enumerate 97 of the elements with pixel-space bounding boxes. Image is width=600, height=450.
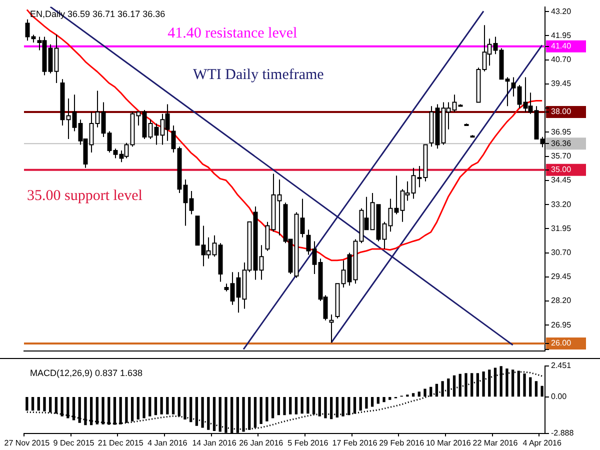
- bar: [178, 397, 180, 416]
- y-tick-label: 34.45: [551, 176, 572, 185]
- bar: [60, 397, 64, 416]
- y-tick-label: 38.00: [551, 107, 572, 116]
- x-tick-label: 5 Feb 2016: [288, 438, 329, 448]
- x-tick-label: 10 Mar 2016: [426, 438, 472, 448]
- y-tick-label: 31.95: [551, 224, 572, 233]
- bar: [142, 397, 146, 418]
- bar: [108, 397, 110, 425]
- annotation: WTI Daily timeframe: [193, 66, 324, 83]
- bar: [271, 397, 274, 418]
- x-tick-label: 21 Dec 2015: [98, 438, 144, 448]
- y-tick-label: 41.40: [551, 42, 572, 51]
- bar: [148, 397, 152, 416]
- bar: [365, 397, 368, 409]
- ref-line-label: 35.00 support level: [27, 188, 142, 204]
- bar: [318, 397, 321, 416]
- y-tick-label: -2.888: [551, 428, 574, 438]
- y-tick-label: 28.20: [551, 296, 572, 306]
- bar: [283, 397, 286, 416]
- bar: [190, 397, 192, 422]
- bar: [90, 397, 93, 426]
- bar: [418, 392, 420, 397]
- bar: [195, 397, 198, 426]
- bar: [43, 397, 46, 412]
- bar: [294, 397, 298, 414]
- bar: [119, 397, 122, 424]
- x-tick-label: 17 Feb 2016: [332, 438, 378, 448]
- x-tick-label: 14 Jan 2016: [192, 438, 237, 448]
- y-tick-label: 36.36: [551, 138, 572, 148]
- bar: [441, 381, 444, 397]
- bar: [359, 397, 362, 411]
- bar: [312, 397, 316, 414]
- bar: [96, 397, 99, 424]
- ref-line-label: 41.40 resistance level: [168, 25, 298, 42]
- bar: [289, 397, 292, 414]
- x-tick-label: 4 Jan 2016: [148, 438, 188, 448]
- y-tick-label: 40.70: [551, 55, 572, 64]
- bar: [72, 397, 76, 420]
- chart-title: MACD(12,26,9) 0.837 1.638: [30, 368, 143, 378]
- y-tick-label: 43.20: [551, 6, 572, 16]
- bar: [125, 397, 128, 423]
- bar: [458, 374, 462, 397]
- bar: [31, 397, 34, 411]
- x-tick-label: 22 Mar 2016: [472, 438, 518, 448]
- x-tick-label: 26 Jan 2016: [239, 438, 284, 448]
- x-tick-label: 9 Dec 2015: [53, 438, 95, 448]
- y-tick-label: 29.45: [551, 272, 572, 282]
- y-tick-label: 36.95: [551, 127, 572, 136]
- bar: [336, 397, 339, 418]
- y-tick-label: 39.45: [551, 79, 572, 88]
- bar: [54, 397, 58, 414]
- x-tick-label: 4 Apr 2016: [522, 438, 562, 448]
- bar: [324, 397, 327, 418]
- bar: [534, 381, 538, 397]
- bar: [113, 397, 116, 425]
- bar: [330, 397, 333, 420]
- y-tick-label: 2.451: [551, 361, 572, 370]
- bar: [388, 397, 392, 400]
- bar: [348, 397, 350, 416]
- bar: [300, 397, 304, 414]
- bar: [277, 397, 280, 416]
- bar: [78, 397, 81, 423]
- bar: [166, 397, 169, 414]
- bar: [412, 393, 415, 397]
- bar: [424, 388, 426, 397]
- x-tick-label: 29 Feb 2016: [379, 438, 425, 448]
- y-tick-label: 30.70: [551, 248, 572, 258]
- y-tick-label: 35.70: [551, 152, 572, 161]
- y-tick-label: 33.20: [551, 200, 572, 209]
- bar: [130, 397, 134, 422]
- bar: [266, 397, 268, 422]
- bar: [353, 397, 356, 414]
- bar: [136, 397, 140, 420]
- bar: [306, 397, 310, 414]
- bar: [66, 397, 70, 418]
- y-tick-label: 0.00: [551, 392, 568, 402]
- bar: [382, 397, 386, 402]
- x-tick-label: 27 Nov 2015: [4, 438, 50, 448]
- bar: [84, 397, 87, 426]
- bar: [260, 397, 262, 424]
- y-tick-label: 41.95: [551, 30, 572, 40]
- bar: [102, 397, 104, 424]
- bar: [184, 397, 186, 420]
- bar: [376, 397, 380, 404]
- bar: [370, 397, 374, 407]
- bar: [160, 397, 163, 414]
- bar: [49, 397, 52, 412]
- bar: [447, 378, 450, 397]
- bar: [342, 397, 344, 416]
- y-tick-label: 26.00: [551, 338, 572, 348]
- bar: [37, 397, 40, 411]
- bar: [529, 377, 532, 397]
- y-tick-label: 26.95: [551, 320, 572, 330]
- y-tick-label: 35.00: [551, 165, 572, 174]
- bar: [172, 397, 175, 414]
- bar: [154, 397, 158, 416]
